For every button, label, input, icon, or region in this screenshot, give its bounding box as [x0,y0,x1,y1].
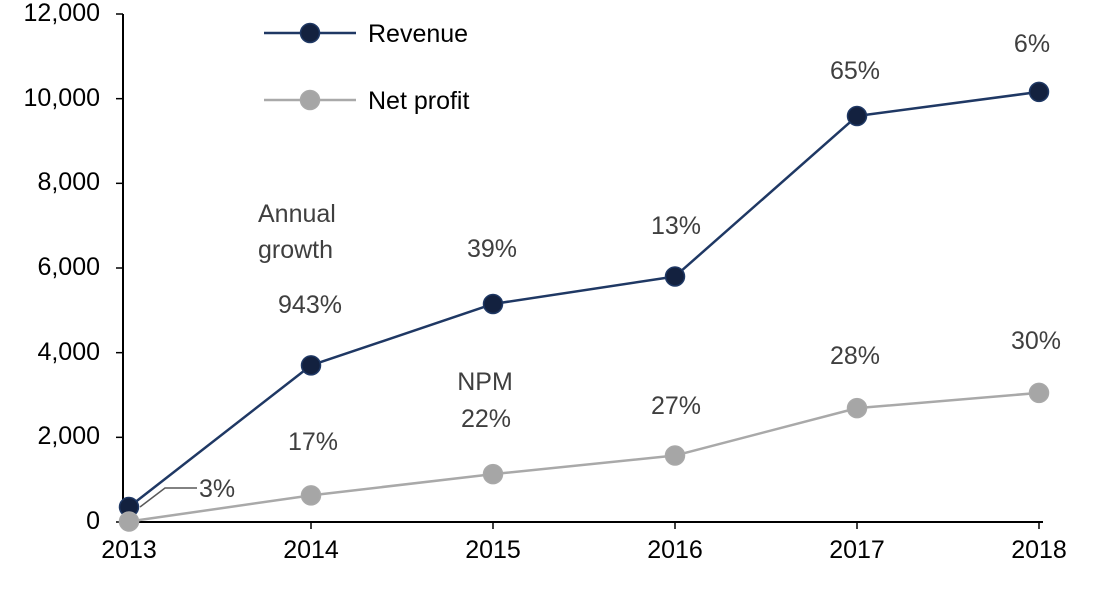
legend-label-revenue: Revenue [368,20,469,48]
legend-marker-1 [299,89,321,111]
y-axis-tick-label: 2,000 [37,422,100,450]
legend-label-net-profit: Net profit [368,87,470,115]
net-profit-marker [482,463,504,485]
y-axis-tick-label: 8,000 [37,168,100,196]
y-axis-tick-label: 12,000 [23,0,100,27]
npm-annotation: NPM [457,368,513,396]
revenue-marker [664,266,686,287]
x-axis-tick-label: 2016 [647,536,703,564]
net-profit-line [128,391,1040,523]
net-profit-marker [846,397,868,419]
net-profit-marker [1028,382,1050,404]
y-axis-tick-label: 0 [86,507,100,535]
x-axis-tick-label: 2017 [829,536,885,564]
revenue-marker [300,355,322,376]
y-axis-tick-label: 6,000 [37,253,100,281]
x-axis-tick-label: 2018 [1011,536,1067,564]
npm-label-2013: 3% [199,475,236,503]
net-profit-marker [118,511,140,532]
y-axis-tick-label: 10,000 [23,84,100,112]
growth-label-2014: 943% [278,291,342,319]
npm-label-2018: 30% [1010,327,1062,355]
npm-label-2017: 28% [829,342,881,370]
growth-label-2016: 13% [650,212,702,240]
legend-marker-0 [299,22,321,44]
x-axis-tick-label: 2015 [465,536,521,564]
growth-label-2017: 65% [829,57,881,85]
npm-label-2014: 17% [287,428,339,456]
x-axis-tick-label: 2014 [283,536,339,564]
growth-label-2018: 6% [1013,30,1051,58]
revenue-marker [846,105,868,127]
revenue-marker [482,293,504,315]
growth-label-2015: 39% [466,235,518,263]
npm-label-2016: 27% [650,392,702,420]
npm-label-2015: 22% [460,405,512,433]
net-profit-marker [300,485,322,506]
y-axis-tick-label: 4,000 [37,338,100,366]
revenue-marker [1028,81,1050,103]
revenue-line [128,90,1040,508]
net-profit-marker [664,445,686,466]
x-axis-tick-label: 2013 [101,536,157,564]
annual-growth-annotation: Annual growth [258,200,336,264]
npm-2013-leader-line [139,487,197,508]
